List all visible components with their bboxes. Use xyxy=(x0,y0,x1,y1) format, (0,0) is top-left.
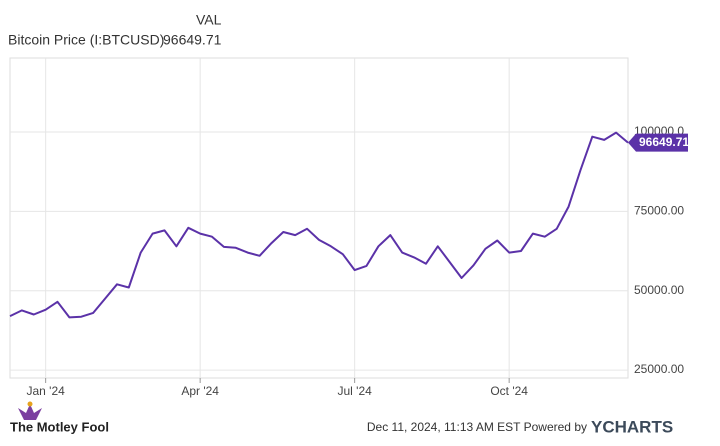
y-tick-label: 50000.00 xyxy=(634,283,684,297)
plot-border xyxy=(9,57,629,379)
price-line xyxy=(9,131,629,319)
x-tick-label: Jul '24 xyxy=(337,384,372,398)
brand: YCHARTS xyxy=(591,417,673,436)
y-tick-label: 25000.00 xyxy=(634,362,684,376)
x-tick-label: Apr '24 xyxy=(181,384,219,398)
last-value-tag xyxy=(628,133,688,152)
timestamp: Dec 11, 2024, 11:13 AM EST Powered by xyxy=(367,420,587,434)
jester-bell xyxy=(27,401,33,407)
x-tick-label: Oct '24 xyxy=(490,384,528,398)
legend-header: VAL xyxy=(196,12,222,28)
jester-icon xyxy=(18,404,42,420)
legend-value: 96649.71 xyxy=(163,32,222,48)
last-value-label: 96649.71 xyxy=(639,135,689,149)
x-tick-label: Jan '24 xyxy=(26,384,65,398)
y-tick-label: 75000.00 xyxy=(634,204,684,218)
legend-name: Bitcoin Price (I:BTCUSD) xyxy=(8,32,164,48)
motley-fool-logo: The Motley Fool xyxy=(10,401,109,434)
publisher: The Motley Fool xyxy=(10,419,109,434)
